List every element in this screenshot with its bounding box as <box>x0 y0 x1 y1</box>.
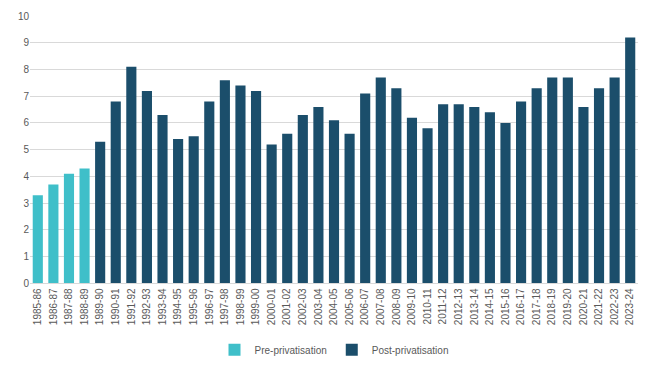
svg-text:8: 8 <box>23 64 29 75</box>
svg-text:1990-91: 1990-91 <box>110 288 121 325</box>
svg-text:2000-01: 2000-01 <box>266 288 277 325</box>
svg-text:2021-22: 2021-22 <box>593 288 604 325</box>
svg-text:1997-98: 1997-98 <box>219 288 230 325</box>
svg-text:2006-07: 2006-07 <box>359 288 370 325</box>
svg-text:5: 5 <box>23 144 29 155</box>
svg-text:2018-19: 2018-19 <box>547 288 558 325</box>
svg-text:9: 9 <box>23 37 29 48</box>
svg-text:1985-86: 1985-86 <box>32 288 43 325</box>
svg-text:4: 4 <box>23 171 29 182</box>
svg-text:2003-04: 2003-04 <box>313 288 324 325</box>
svg-text:2016-17: 2016-17 <box>515 288 526 325</box>
svg-text:1993-94: 1993-94 <box>157 288 168 325</box>
svg-text:2010-11: 2010-11 <box>422 288 433 324</box>
svg-text:1998-99: 1998-99 <box>235 288 246 325</box>
svg-text:1986-87: 1986-87 <box>48 288 59 325</box>
svg-text:1989-90: 1989-90 <box>94 288 105 325</box>
svg-text:Pre-privatisation: Pre-privatisation <box>255 345 327 356</box>
svg-text:3: 3 <box>23 198 29 209</box>
svg-text:2: 2 <box>23 224 29 235</box>
svg-text:2012-13: 2012-13 <box>453 288 464 325</box>
svg-text:2019-20: 2019-20 <box>562 288 573 325</box>
svg-text:10: 10 <box>18 11 30 22</box>
svg-text:2008-09: 2008-09 <box>391 288 402 325</box>
svg-text:2015-16: 2015-16 <box>500 288 511 325</box>
svg-text:2014-15: 2014-15 <box>484 288 495 325</box>
svg-text:1999-00: 1999-00 <box>250 288 261 325</box>
svg-text:1991-92: 1991-92 <box>126 288 137 325</box>
svg-text:1: 1 <box>23 251 29 262</box>
svg-text:1988-89: 1988-89 <box>79 288 90 325</box>
svg-text:2004-05: 2004-05 <box>328 288 339 325</box>
svg-text:2023-24: 2023-24 <box>624 288 635 325</box>
svg-text:2011-12: 2011-12 <box>437 288 448 324</box>
svg-text:2005-06: 2005-06 <box>344 288 355 325</box>
svg-text:2017-18: 2017-18 <box>531 288 542 325</box>
svg-text:2007-08: 2007-08 <box>375 288 386 325</box>
svg-text:6: 6 <box>23 117 29 128</box>
svg-text:1994-95: 1994-95 <box>172 288 183 325</box>
svg-text:2020-21: 2020-21 <box>578 288 589 325</box>
svg-text:1995-96: 1995-96 <box>188 288 199 325</box>
svg-text:2013-14: 2013-14 <box>469 288 480 325</box>
svg-text:2001-02: 2001-02 <box>281 288 292 325</box>
svg-text:Post-privatisation: Post-privatisation <box>372 345 449 356</box>
svg-text:1992-93: 1992-93 <box>141 288 152 325</box>
svg-text:1996-97: 1996-97 <box>204 288 215 325</box>
svg-text:2002-03: 2002-03 <box>297 288 308 325</box>
svg-text:7: 7 <box>23 91 29 102</box>
svg-text:1987-88: 1987-88 <box>63 288 74 325</box>
svg-text:0: 0 <box>23 278 29 289</box>
svg-text:2009-10: 2009-10 <box>406 288 417 325</box>
svg-text:2022-23: 2022-23 <box>609 288 620 325</box>
